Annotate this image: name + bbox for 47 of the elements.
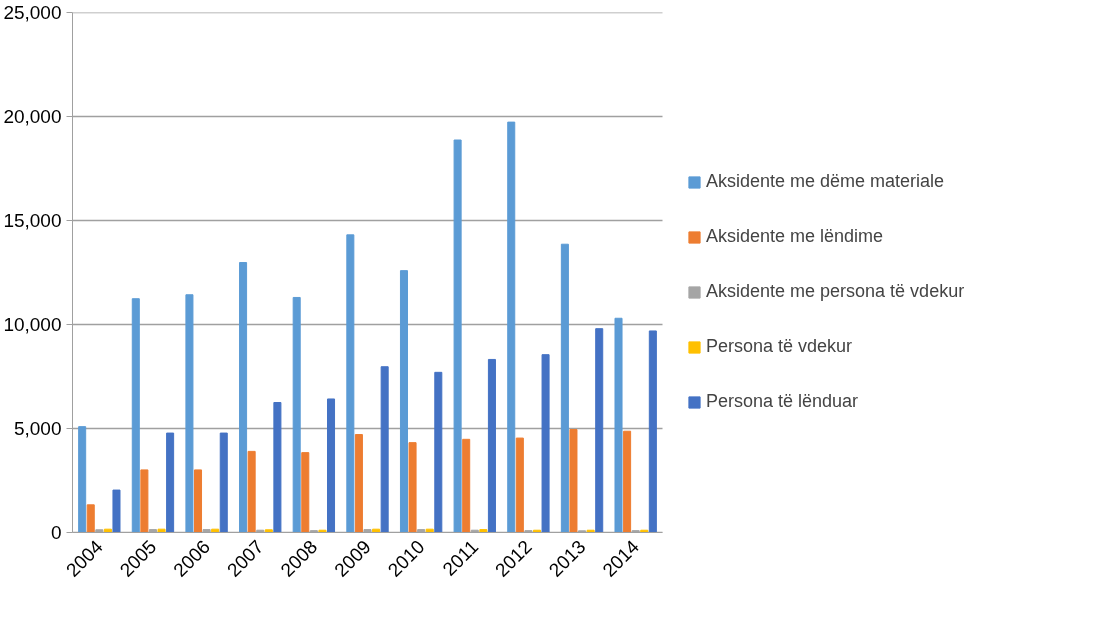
bar	[301, 452, 310, 533]
bar	[219, 432, 228, 533]
y-tick-label: 5,000	[13, 418, 62, 439]
bar	[140, 469, 149, 533]
bar	[479, 529, 488, 533]
bar	[541, 354, 550, 533]
y-tick-label: 0	[50, 522, 62, 543]
bar	[166, 432, 175, 533]
bar	[462, 438, 471, 533]
bar	[507, 121, 516, 533]
y-tick-label: 15,000	[3, 210, 62, 231]
bar	[327, 398, 336, 533]
bar	[623, 430, 632, 533]
bar	[408, 442, 417, 533]
bar	[569, 429, 578, 533]
bar	[193, 469, 203, 533]
bar	[487, 358, 496, 533]
bar	[239, 262, 248, 533]
legend-label: Persona të lënduar	[706, 391, 859, 412]
y-tick-label: 20,000	[3, 106, 62, 127]
bar	[131, 298, 140, 533]
bar	[614, 317, 623, 533]
legend-label: Aksidente me persona të vdekur	[706, 281, 965, 302]
bar	[273, 402, 282, 533]
y-tick-label: 25,000	[3, 2, 62, 23]
bar	[78, 426, 87, 533]
bar	[185, 294, 194, 533]
bar	[453, 139, 462, 533]
bar	[346, 234, 355, 533]
bar	[264, 529, 273, 533]
bar	[157, 528, 166, 533]
bar	[247, 450, 256, 533]
bar	[292, 296, 301, 533]
bar	[595, 328, 604, 533]
bar	[86, 504, 95, 533]
bar	[515, 437, 524, 533]
bar	[434, 371, 443, 533]
bar	[354, 434, 363, 533]
legend-label: Persona të vdekur	[706, 336, 853, 357]
bar	[560, 243, 569, 533]
y-tick-label: 10,000	[3, 314, 62, 335]
legend-label: Aksidente me lëndime	[706, 226, 884, 247]
bar	[399, 270, 408, 533]
legend-label: Aksidente me dëme materiale	[706, 171, 945, 192]
bar	[648, 330, 657, 533]
bar	[112, 489, 121, 533]
bar	[380, 366, 389, 533]
